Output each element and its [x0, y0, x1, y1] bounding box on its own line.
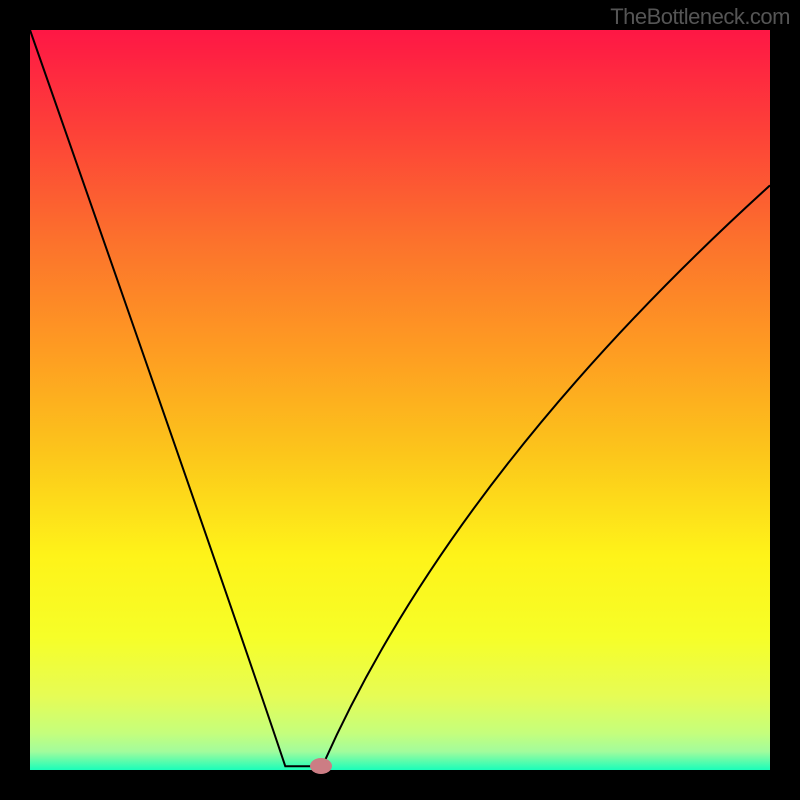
optimal-point-marker — [310, 758, 332, 774]
watermark-text: TheBottleneck.com — [610, 4, 790, 30]
bottleneck-curve — [0, 0, 800, 800]
